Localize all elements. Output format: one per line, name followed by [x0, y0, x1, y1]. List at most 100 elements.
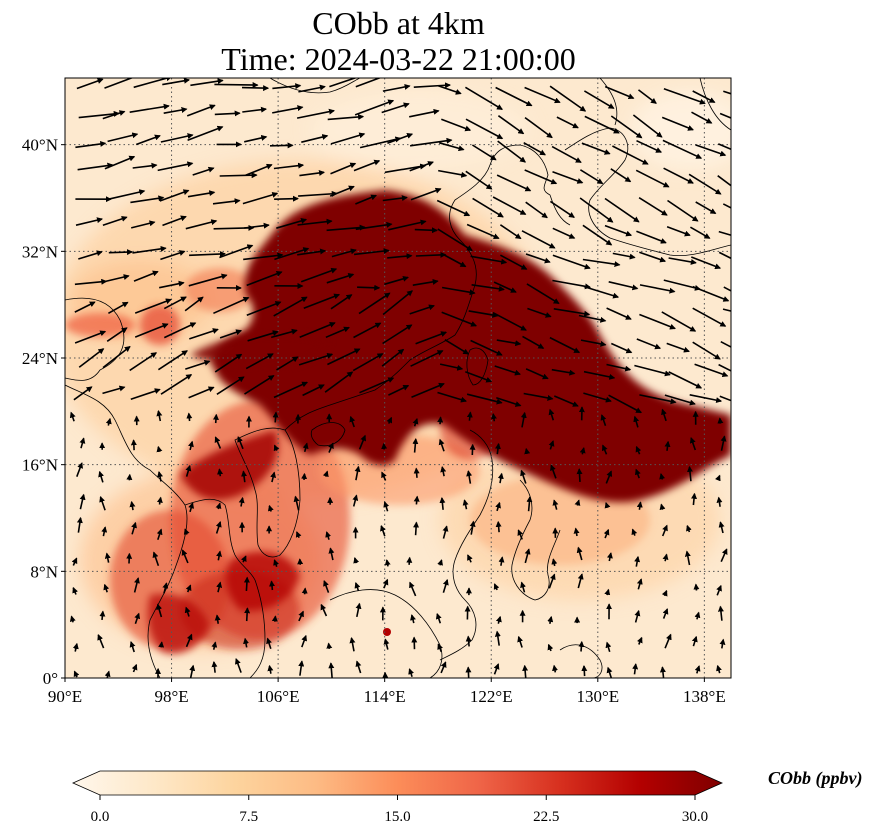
- wind-arrow: [270, 328, 298, 339]
- wind-arrow: [584, 115, 620, 134]
- wind-arrow: [437, 416, 444, 425]
- wind-arrow: [638, 89, 657, 104]
- wind-arrow: [492, 196, 527, 216]
- wind-arrow: [245, 353, 274, 370]
- wind-arrow: [349, 415, 356, 428]
- wind-arrow: [659, 503, 666, 511]
- wind-arrow: [686, 524, 692, 533]
- wind-arrow: [690, 226, 711, 239]
- wind-arrow: [581, 142, 611, 155]
- wind-arrow: [718, 521, 725, 534]
- wind-arrow: [556, 116, 579, 129]
- wind-arrow: [493, 583, 500, 591]
- wind-arrow: [413, 467, 420, 478]
- y-tick-label: 24°N: [22, 349, 58, 368]
- wind-arrow: [156, 445, 163, 453]
- wind-arrow: [610, 342, 633, 354]
- wind-arrow: [241, 85, 270, 92]
- wind-arrow: [78, 348, 105, 368]
- wind-arrow: [383, 501, 390, 512]
- x-tick-label: 138°E: [683, 687, 726, 706]
- chart-title-line-2: Time: 2024-03-22 21:00:00: [221, 41, 576, 77]
- wind-arrow: [102, 274, 130, 283]
- wind-arrow: [301, 472, 308, 480]
- wind-arrow: [527, 307, 552, 318]
- wind-arrow: [662, 608, 669, 619]
- wind-arrow: [522, 335, 545, 349]
- wind-arrow: [661, 589, 668, 597]
- colorbar: 0.0 7.5 15.0 22.5 30.0: [72, 770, 723, 825]
- wind-arrow: [688, 173, 722, 195]
- wind-arrow: [470, 255, 508, 265]
- wind-arrow: [579, 447, 586, 455]
- wind-arrow: [664, 633, 672, 649]
- wind-arrow: [520, 581, 526, 593]
- wind-arrow: [298, 610, 304, 622]
- wind-arrow: [299, 169, 325, 177]
- wind-arrow: [134, 323, 169, 338]
- wind-arrow: [522, 664, 529, 678]
- axis-ticks: 90°E 98°E 106°E 114°E 122°E 130°E 138°E 0° 8°N 16…: [22, 136, 726, 706]
- wind-arrow: [245, 163, 273, 177]
- wind-arrow: [246, 301, 282, 317]
- wind-arrow: [241, 555, 247, 563]
- wind-arrow: [76, 516, 83, 533]
- wind-arrow: [243, 252, 284, 261]
- wind-arrow: [185, 359, 211, 370]
- wind-arrow: [77, 162, 114, 171]
- wind-arrow: [107, 189, 146, 201]
- wind-arrow: [215, 502, 222, 510]
- wind-arrow: [694, 611, 701, 620]
- wind-arrow: [552, 170, 584, 184]
- wind-arrow: [526, 283, 560, 305]
- colorbar-ticks: 0.0 7.5 15.0 22.5 30.0: [91, 795, 708, 825]
- wind-arrow: [694, 363, 729, 378]
- wind-arrow: [381, 471, 387, 481]
- wind-arrow: [493, 281, 517, 293]
- wind-arrow: [496, 174, 532, 192]
- wind-arrow: [382, 324, 413, 345]
- wind-arrow: [525, 201, 548, 219]
- wind-arrow: [579, 169, 604, 185]
- wind-arrow: [135, 134, 161, 146]
- wind-arrow: [576, 468, 583, 482]
- wind-arrow: [104, 552, 111, 563]
- wind-arrow: [633, 415, 640, 428]
- wind-arrow: [639, 251, 667, 263]
- wind-arrow: [582, 258, 621, 268]
- wind-arrow: [604, 85, 635, 100]
- wind-arrow: [437, 228, 473, 252]
- wind-arrow: [411, 382, 445, 399]
- wind-arrow: [330, 132, 366, 145]
- wind-arrow: [415, 331, 448, 345]
- wind-arrow: [601, 444, 608, 455]
- wind-arrow: [156, 528, 163, 540]
- wind-arrow: [693, 583, 700, 591]
- wind-arrow: [526, 496, 533, 512]
- wind-arrow: [273, 296, 308, 317]
- x-tick-label: 122°E: [470, 687, 513, 706]
- wind-arrow: [604, 501, 611, 509]
- wind-arrow: [75, 140, 107, 149]
- wind-arrow: [498, 556, 505, 566]
- wind-arrow: [717, 143, 731, 151]
- wind-arrow: [722, 203, 731, 209]
- wind-arrow: [553, 308, 591, 317]
- colorbar-tick-label: 30.0: [682, 809, 708, 825]
- wind-arrow: [466, 393, 503, 405]
- wind-arrow: [189, 328, 219, 340]
- wind-arrow: [328, 547, 335, 561]
- wind-arrow: [244, 134, 268, 143]
- wind-arrow: [381, 102, 410, 114]
- wind-arrow: [437, 391, 467, 403]
- wind-arrow: [214, 82, 259, 89]
- wind-arrow: [163, 296, 187, 310]
- wind-arrow: [156, 603, 163, 618]
- wind-arrow: [269, 580, 276, 591]
- wind-arrow: [187, 125, 224, 141]
- wind-arrow: [297, 248, 327, 256]
- x-tick-label: 90°E: [48, 687, 82, 706]
- wind-arrow: [437, 559, 443, 566]
- map-panel: [65, 78, 731, 678]
- wind-arrow: [638, 197, 668, 216]
